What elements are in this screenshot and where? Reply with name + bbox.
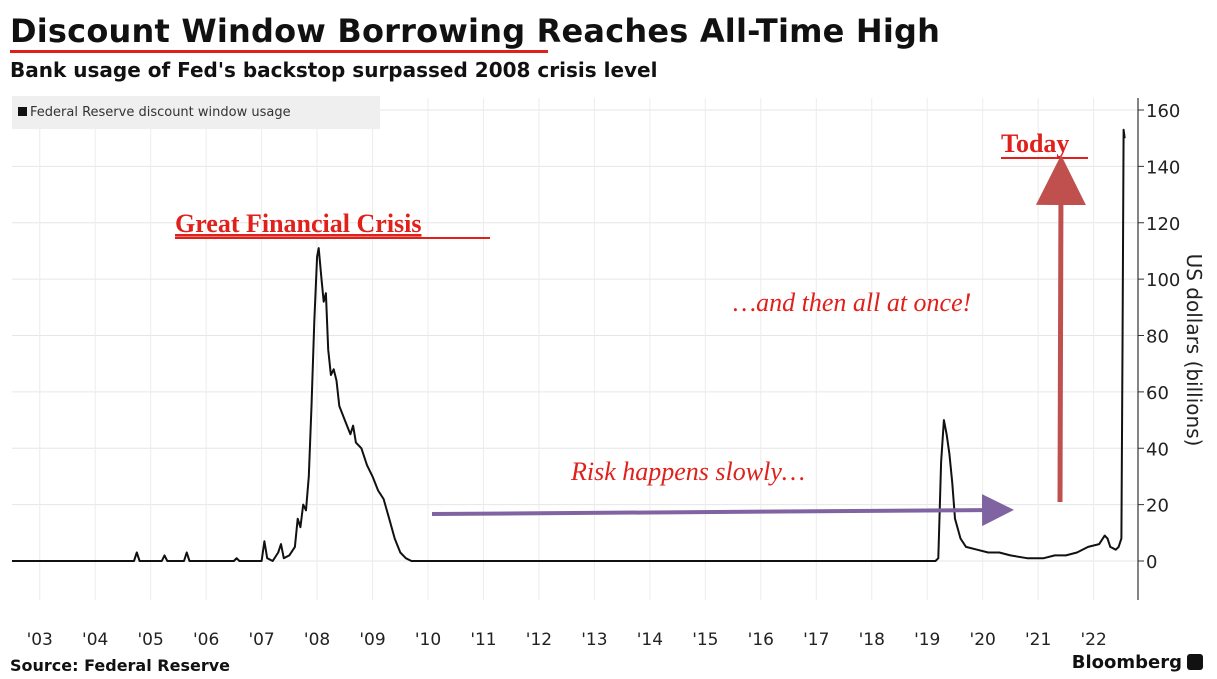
- x-tick-label: '17: [803, 630, 829, 650]
- legend-swatch: [18, 107, 27, 116]
- gridlines: [12, 98, 1138, 600]
- y-tick-label: 40: [1146, 439, 1169, 460]
- y-tick-label: 100: [1146, 270, 1180, 291]
- y-tick-label: 80: [1146, 327, 1169, 348]
- legend: Federal Reserve discount window usage: [12, 96, 380, 129]
- x-tick-label: '20: [970, 630, 996, 650]
- brand-logo: Bloomberg: [1072, 652, 1203, 673]
- x-tick-label: '04: [82, 630, 108, 650]
- purple-arrow: [431, 494, 1014, 527]
- x-tick-label: '15: [692, 630, 718, 650]
- x-tick-label: '18: [859, 630, 885, 650]
- annotation-today: Today: [1001, 129, 1069, 158]
- annotation-great-financial-crisis: Great Financial Crisis: [175, 209, 422, 238]
- y-axis-ticks: 0 20 40 60 80 100 120 140 160: [1138, 101, 1180, 573]
- x-tick-label: '06: [193, 630, 219, 650]
- y-tick-label: 60: [1146, 383, 1169, 404]
- red-arrow: [1035, 155, 1086, 503]
- brand-name: Bloomberg: [1071, 652, 1182, 673]
- y-tick-label: 0: [1146, 552, 1157, 573]
- y-tick-label: 20: [1146, 496, 1169, 517]
- x-axis-ticks: '03 '04 '05 '06 '07 '08 '09 '10 '11 '12 '13 '14 '15 '…: [27, 630, 1107, 650]
- annotation-all-at-once: …and then all at once!: [733, 288, 971, 317]
- x-tick-label: '05: [138, 630, 164, 650]
- x-tick-label: '22: [1080, 630, 1106, 650]
- y-tick-label: 140: [1146, 157, 1180, 178]
- legend-box: [12, 96, 380, 129]
- x-tick-label: '10: [415, 630, 441, 650]
- x-tick-label: '09: [359, 630, 385, 650]
- annotation-risk-slowly: Risk happens slowly…: [570, 457, 805, 486]
- title-underline: [10, 50, 548, 53]
- series-line-discount-window: [12, 128, 1126, 562]
- x-tick-label: '07: [248, 630, 274, 650]
- x-tick-label: '12: [526, 630, 552, 650]
- source-note: Source: Federal Reserve: [10, 656, 230, 675]
- x-tick-label: '03: [27, 630, 53, 650]
- x-tick-label: '21: [1025, 630, 1051, 650]
- x-tick-label: '19: [914, 630, 940, 650]
- y-axis-label: US dollars (billions): [1182, 254, 1206, 447]
- x-tick-label: '13: [581, 630, 607, 650]
- chart-title: Discount Window Borrowing Reaches All-Ti…: [10, 12, 941, 50]
- bloomberg-icon: [1187, 654, 1203, 670]
- legend-label: Federal Reserve discount window usage: [30, 105, 291, 120]
- chart-subtitle: Bank usage of Fed's backstop surpassed 2…: [10, 58, 658, 82]
- x-tick-label: '08: [304, 630, 330, 650]
- x-tick-label: '11: [470, 630, 496, 650]
- x-tick-label: '14: [637, 630, 663, 650]
- y-tick-label: 120: [1146, 214, 1180, 235]
- x-tick-label: '16: [748, 630, 774, 650]
- y-tick-label: 160: [1146, 101, 1180, 122]
